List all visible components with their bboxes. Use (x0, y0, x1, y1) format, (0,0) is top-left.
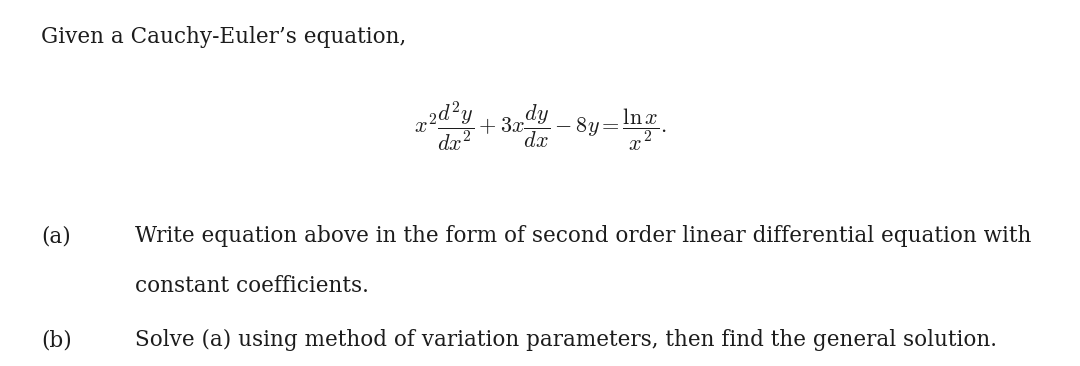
Text: constant coefficients.: constant coefficients. (135, 274, 369, 296)
Text: $x^2\dfrac{d^2y}{dx^2}+3x\dfrac{dy}{dx}-8y=\dfrac{\ln x}{x^2}.$: $x^2\dfrac{d^2y}{dx^2}+3x\dfrac{dy}{dx}-… (414, 99, 666, 153)
Text: Solve (a) using method of variation parameters, then find the general solution.: Solve (a) using method of variation para… (135, 329, 997, 351)
Text: Write equation above in the form of second order linear differential equation wi: Write equation above in the form of seco… (135, 225, 1031, 247)
Text: (a): (a) (41, 225, 71, 247)
Text: Given a Cauchy-Euler’s equation,: Given a Cauchy-Euler’s equation, (41, 26, 406, 48)
Text: (b): (b) (41, 329, 71, 351)
